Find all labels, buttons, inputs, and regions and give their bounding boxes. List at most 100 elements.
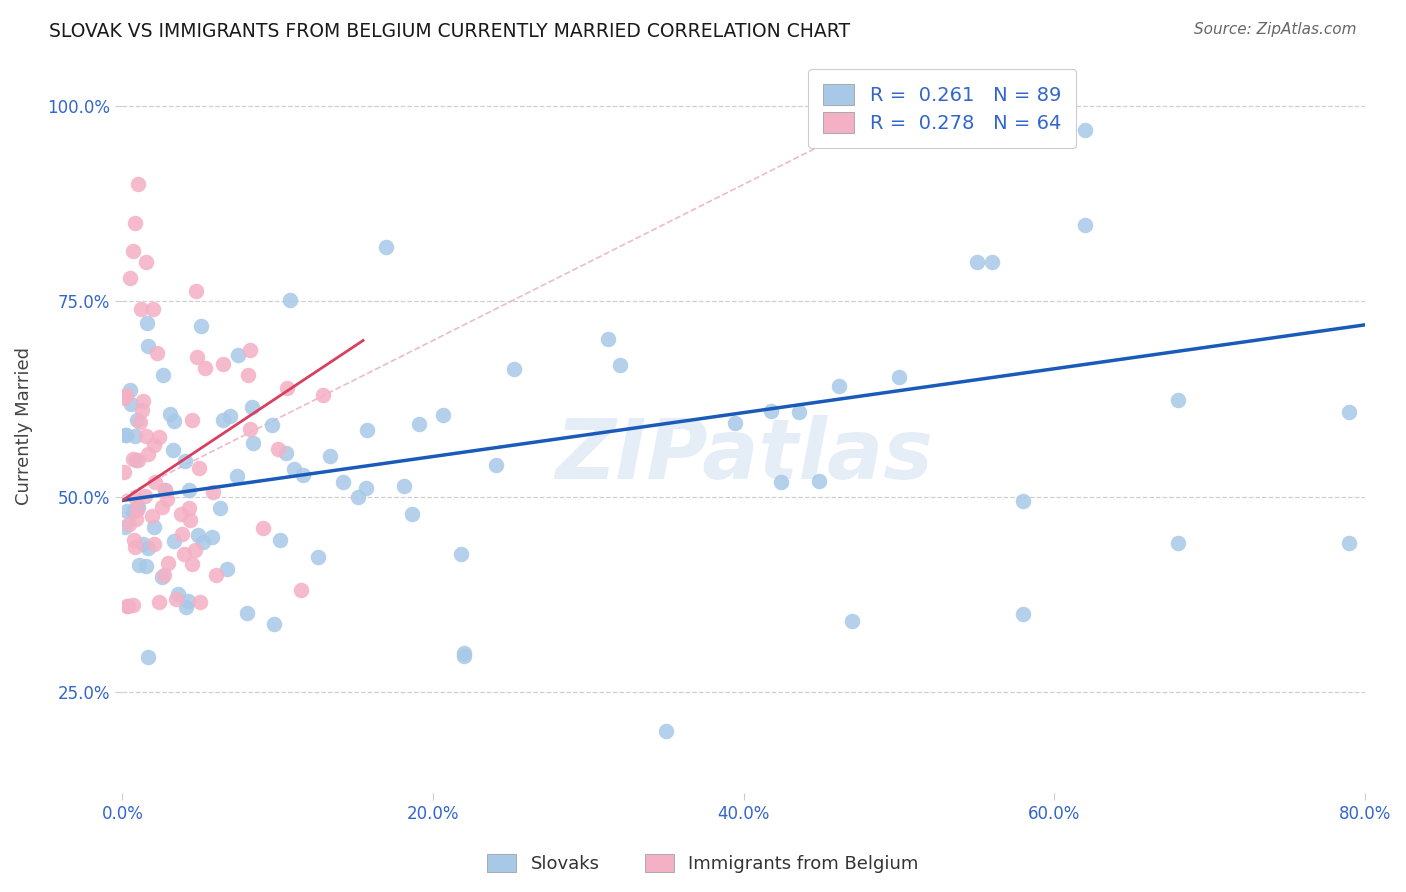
Point [290, 583, 312, 598]
Point [828, 379, 851, 393]
Point [981, 255, 1004, 269]
Point [887, 369, 910, 384]
Point [127, 452, 149, 467]
Point [125, 501, 148, 516]
Point [807, 474, 830, 488]
Point [236, 606, 259, 620]
Point [453, 646, 475, 660]
Point [127, 500, 149, 514]
Point [121, 397, 143, 411]
Point [121, 244, 143, 259]
Y-axis label: Currently Married: Currently Married [15, 347, 32, 505]
Point [242, 435, 264, 450]
Point [240, 401, 263, 415]
Point [122, 451, 145, 466]
Point [143, 520, 166, 534]
Point [124, 540, 146, 554]
Point [770, 475, 793, 490]
Point [142, 537, 165, 551]
Point [134, 489, 156, 503]
Point [212, 357, 235, 371]
Point [184, 542, 207, 557]
Point [163, 534, 186, 549]
Point [267, 442, 290, 456]
Point [157, 556, 180, 570]
Point [138, 541, 160, 555]
Point [181, 413, 204, 427]
Point [163, 414, 186, 428]
Point [188, 595, 211, 609]
Point [215, 562, 238, 576]
Point [375, 240, 398, 254]
Point [132, 537, 155, 551]
Point [283, 462, 305, 476]
Point [218, 409, 240, 424]
Point [112, 391, 135, 405]
Point [450, 547, 472, 561]
Point [252, 521, 274, 535]
Point [136, 447, 159, 461]
Point [148, 595, 170, 609]
Point [127, 178, 149, 192]
Text: Source: ZipAtlas.com: Source: ZipAtlas.com [1194, 22, 1357, 37]
Point [162, 442, 184, 457]
Point [135, 559, 157, 574]
Point [142, 301, 165, 316]
Point [125, 453, 148, 467]
Point [159, 408, 181, 422]
Point [724, 416, 747, 430]
Point [150, 500, 173, 514]
Point [269, 533, 291, 548]
Legend: R =  0.261   N = 89, R =  0.278   N = 64: R = 0.261 N = 89, R = 0.278 N = 64 [808, 70, 1076, 148]
Point [1339, 405, 1361, 419]
Point [432, 408, 454, 422]
Point [179, 513, 201, 527]
Point [115, 599, 138, 613]
Legend: Slovaks, Immigrants from Belgium: Slovaks, Immigrants from Belgium [481, 847, 925, 880]
Point [174, 454, 197, 468]
Text: SLOVAK VS IMMIGRANTS FROM BELGIUM CURRENTLY MARRIED CORRELATION CHART: SLOVAK VS IMMIGRANTS FROM BELGIUM CURREN… [49, 22, 851, 41]
Point [166, 587, 188, 601]
Point [120, 271, 142, 285]
Point [307, 549, 329, 564]
Point [226, 468, 249, 483]
Point [136, 649, 159, 664]
Point [156, 491, 179, 506]
Point [136, 339, 159, 353]
Point [1167, 392, 1189, 407]
Point [260, 418, 283, 433]
Point [115, 503, 138, 517]
Point [170, 527, 193, 541]
Point [143, 438, 166, 452]
Point [177, 594, 200, 608]
Point [187, 528, 209, 542]
Point [165, 591, 187, 606]
Point [278, 293, 301, 307]
Point [188, 461, 211, 475]
Point [148, 430, 170, 444]
Point [129, 302, 152, 317]
Point [239, 343, 262, 357]
Point [146, 346, 169, 360]
Point [356, 423, 378, 437]
Point [124, 533, 146, 547]
Point [485, 458, 508, 472]
Point [125, 512, 148, 526]
Point [1339, 536, 1361, 550]
Point [226, 348, 249, 362]
Point [841, 615, 863, 629]
Text: ZIPatlas: ZIPatlas [554, 415, 932, 496]
Point [112, 465, 135, 479]
Point [312, 388, 335, 402]
Point [503, 362, 526, 376]
Point [114, 428, 136, 442]
Point [239, 422, 262, 436]
Point [761, 403, 783, 417]
Point [125, 503, 148, 517]
Point [135, 255, 157, 269]
Point [118, 383, 141, 397]
Point [174, 600, 197, 615]
Point [1167, 536, 1189, 550]
Point [596, 332, 619, 346]
Point [117, 599, 139, 613]
